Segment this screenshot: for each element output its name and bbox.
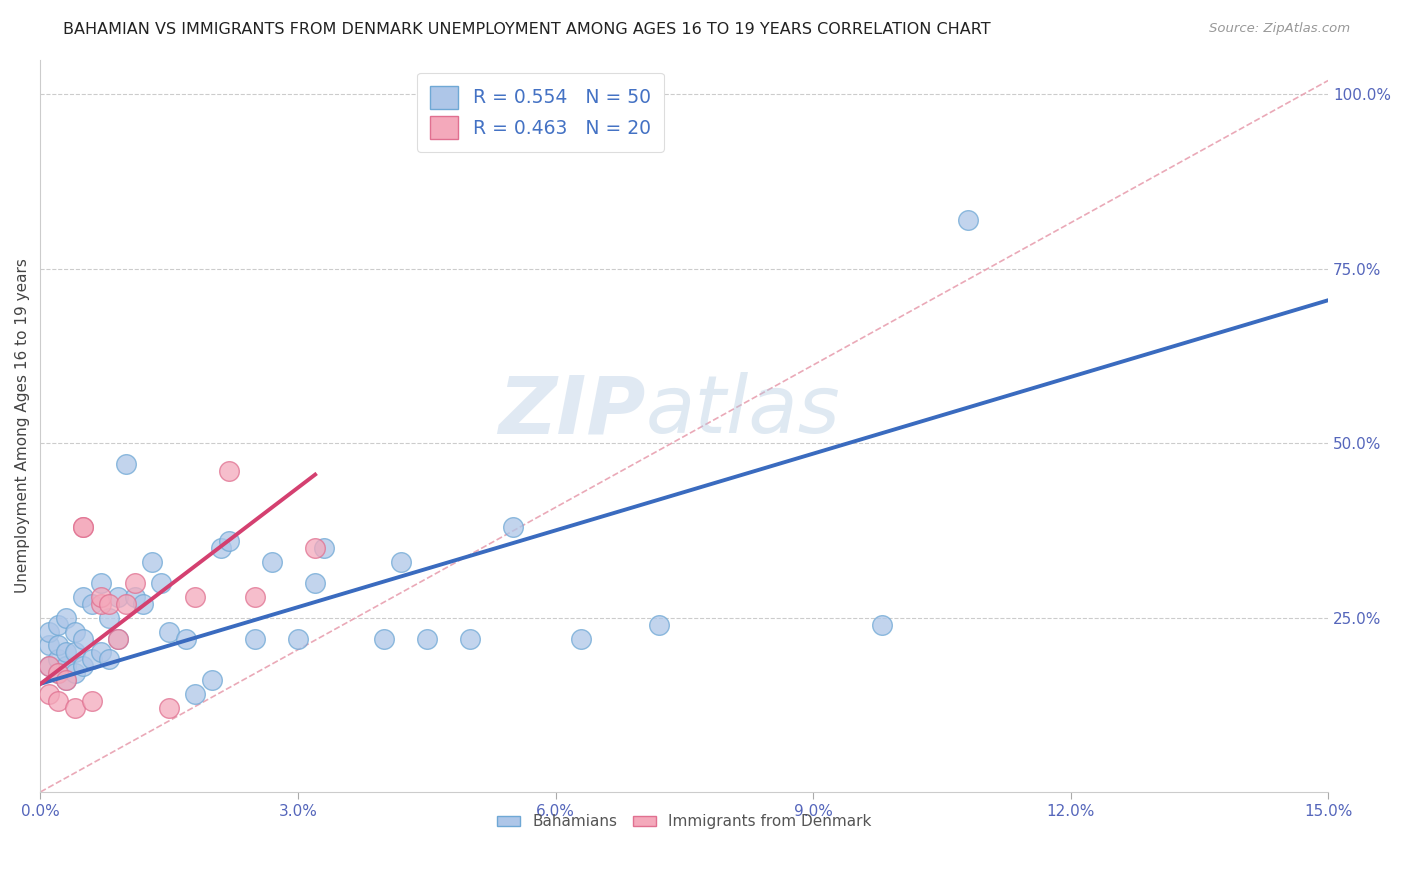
Point (98, 652, 121, 666)
Point (389, 555, 412, 569)
Point (38, 659, 60, 673)
Point (38, 687, 60, 701)
Point (38, 624, 60, 639)
Point (107, 590, 129, 604)
Point (132, 597, 155, 611)
Point (72, 659, 94, 673)
Point (115, 457, 138, 471)
Point (72, 632, 94, 646)
Point (647, 617, 669, 632)
Point (107, 632, 129, 646)
Point (98, 597, 121, 611)
Text: Source: ZipAtlas.com: Source: ZipAtlas.com (1209, 22, 1350, 36)
Point (243, 590, 266, 604)
Point (46, 694, 69, 708)
Point (63, 666, 86, 681)
Point (312, 541, 335, 555)
Point (72, 520, 94, 534)
Point (209, 541, 232, 555)
Point (46, 639, 69, 653)
Point (55, 645, 77, 659)
Point (124, 590, 146, 604)
Text: atlas: atlas (645, 372, 841, 450)
Point (115, 597, 138, 611)
Point (46, 652, 69, 666)
Point (184, 687, 207, 701)
Text: BAHAMIAN VS IMMIGRANTS FROM DENMARK UNEMPLOYMENT AMONG AGES 16 TO 19 YEARS CORRE: BAHAMIAN VS IMMIGRANTS FROM DENMARK UNEM… (63, 22, 991, 37)
Point (287, 632, 309, 646)
Point (416, 632, 439, 646)
Point (157, 624, 180, 639)
Point (80, 652, 103, 666)
Point (373, 632, 395, 646)
Point (184, 590, 207, 604)
Point (46, 666, 69, 681)
Point (201, 673, 224, 688)
Point (46, 666, 69, 681)
Point (157, 701, 180, 715)
Point (956, 213, 979, 227)
Point (176, 632, 198, 646)
Point (243, 632, 266, 646)
Point (89, 645, 111, 659)
Point (218, 533, 240, 548)
Point (458, 632, 481, 646)
Point (55, 673, 77, 688)
Point (502, 520, 524, 534)
Point (63, 701, 86, 715)
Point (107, 632, 129, 646)
Point (46, 617, 69, 632)
Point (63, 645, 86, 659)
Point (89, 575, 111, 590)
Legend: Bahamians, Immigrants from Denmark: Bahamians, Immigrants from Denmark (491, 808, 877, 836)
Point (72, 520, 94, 534)
Text: ZIP: ZIP (498, 372, 645, 450)
Point (98, 610, 121, 624)
Point (63, 624, 86, 639)
Point (89, 597, 111, 611)
Point (55, 673, 77, 688)
Point (304, 541, 326, 555)
Point (80, 694, 103, 708)
Point (304, 575, 326, 590)
Point (262, 555, 284, 569)
Point (124, 575, 146, 590)
Point (89, 590, 111, 604)
Point (38, 659, 60, 673)
Point (141, 555, 163, 569)
Point (149, 575, 172, 590)
Point (55, 610, 77, 624)
Point (72, 590, 94, 604)
Point (870, 617, 893, 632)
Y-axis label: Unemployment Among Ages 16 to 19 years: Unemployment Among Ages 16 to 19 years (15, 259, 30, 593)
Point (569, 632, 592, 646)
Point (218, 464, 240, 478)
Point (80, 597, 103, 611)
Point (38, 639, 60, 653)
Point (55, 659, 77, 673)
